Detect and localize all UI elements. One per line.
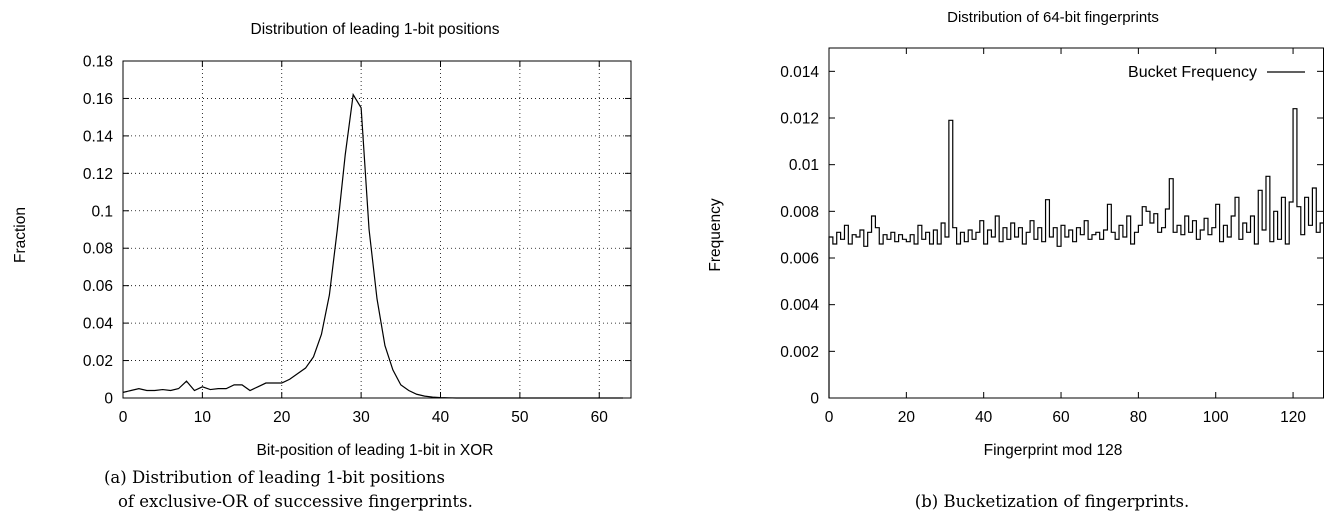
series-step-b	[828, 108, 1323, 398]
y-tick-label-a: 0	[104, 391, 113, 408]
ticks-b: 0 20 40 60 80 100 120 0 0.002 0.004 0.006 0.008 0.01…	[780, 48, 1323, 426]
y-tick-label-a: 0.02	[83, 353, 113, 370]
caption-a-line1: (a) Distribution of leading 1-bit positi…	[104, 468, 445, 487]
y-tick-label-a: 0.16	[83, 91, 113, 108]
series-line-a	[122, 92, 624, 399]
y-tick-label-b: 0.006	[780, 251, 819, 268]
x-tick-label-a: 20	[273, 409, 291, 426]
y-axis-label-a: Fraction	[12, 207, 29, 263]
y-tick-label-a: 0.14	[83, 128, 114, 145]
x-tick-label-b: 60	[1052, 409, 1070, 426]
x-tick-label-a: 0	[119, 409, 128, 426]
y-tick-label-a: 0.1	[91, 203, 113, 220]
x-tick-label-a: 60	[591, 409, 609, 426]
caption-b: (b) Bucketization of fingerprints.	[915, 492, 1189, 511]
x-tick-label-a: 40	[432, 409, 450, 426]
x-tick-label-a: 30	[353, 409, 371, 426]
y-tick-label-a: 0.18	[83, 54, 113, 71]
y-tick-label-b: 0.012	[780, 111, 819, 128]
x-tick-label-b: 80	[1130, 409, 1148, 426]
y-tick-label-a: 0.12	[83, 166, 113, 183]
y-tick-label-b: 0.002	[780, 344, 819, 361]
y-axis-label-b: Frequency	[707, 198, 724, 271]
y-tick-label-b: 0.01	[789, 157, 819, 174]
x-tick-label-b: 120	[1280, 409, 1306, 426]
x-axis-label-b: Fingerprint mod 128	[984, 442, 1123, 459]
chart-fingerprints: 0 20 40 60 80 100 120 0 0.002 0.004 0.006 0.008 0.01…	[707, 9, 1324, 511]
ticks-a: 0 10 20 30 40 50 60 0 0.02 0.04 0.06 0.08 0.1 0.12 0.1…	[83, 54, 631, 426]
legend-label-b: Bucket Frequency	[1128, 64, 1257, 81]
y-tick-label-a: 0.06	[83, 278, 113, 295]
caption-a-line2: of exclusive-OR of successive fingerprin…	[118, 492, 473, 511]
x-tick-label-b: 0	[825, 409, 834, 426]
x-tick-label-a: 10	[194, 409, 212, 426]
y-tick-label-b: 0.008	[780, 204, 819, 221]
x-tick-label-b: 100	[1203, 409, 1229, 426]
chart-leading-bit: 0 10 20 30 40 50 60 0 0.02 0.04 0.06 0.08 0.1 0.12 0.1…	[12, 21, 632, 511]
y-tick-label-b: 0.014	[780, 64, 819, 81]
y-tick-label-a: 0.08	[83, 241, 113, 258]
x-axis-label-a: Bit-position of leading 1-bit in XOR	[257, 442, 494, 459]
plot-frame-b	[828, 47, 1324, 399]
y-tick-label-b: 0.004	[780, 297, 819, 314]
x-tick-label-b: 40	[975, 409, 993, 426]
y-tick-label-b: 0	[810, 391, 819, 408]
plot-frame-a	[122, 60, 632, 399]
y-tick-label-a: 0.04	[83, 316, 114, 333]
x-tick-label-a: 50	[511, 409, 529, 426]
chart-title-b: Distribution of 64-bit fingerprints	[947, 9, 1159, 26]
grid-a	[123, 61, 631, 398]
chart-title-a: Distribution of leading 1-bit positions	[251, 21, 500, 38]
x-tick-label-b: 20	[898, 409, 916, 426]
